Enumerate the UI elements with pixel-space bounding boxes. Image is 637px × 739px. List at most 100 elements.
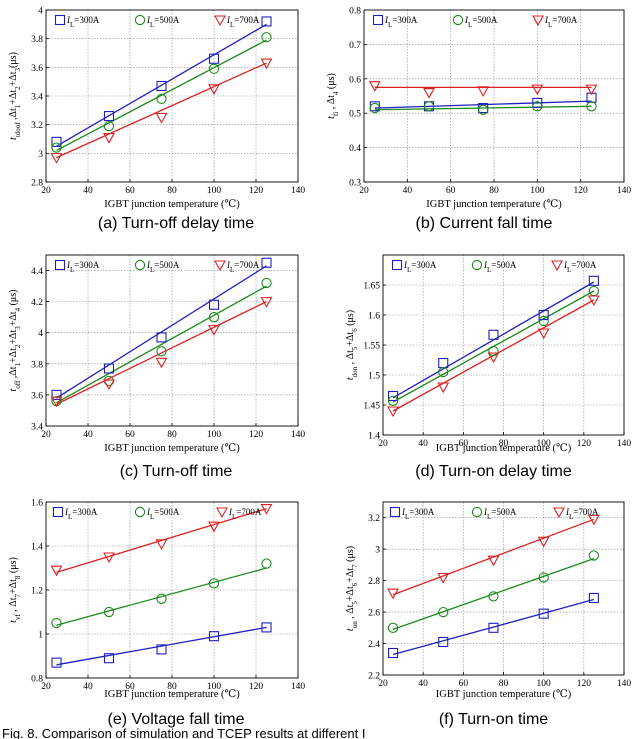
legend-label-2: IL=500A bbox=[464, 15, 498, 29]
data-point-s3-2 bbox=[423, 88, 435, 99]
y-tick-label: 0.3 bbox=[349, 179, 361, 189]
data-point-s3-5 bbox=[585, 84, 598, 96]
y-tick-label: 3.4 bbox=[31, 423, 43, 433]
x-tick-label: 100 bbox=[207, 186, 222, 196]
fit-line-1 bbox=[392, 598, 595, 656]
legend-label-3: IL=700A bbox=[565, 507, 599, 521]
data-point-s3-1 bbox=[50, 153, 63, 164]
x-tick-label: 60 bbox=[125, 430, 135, 440]
legend-label-3: IL=700A bbox=[228, 507, 262, 521]
data-point-s2-2 bbox=[438, 366, 449, 378]
data-point-s1-5 bbox=[588, 275, 599, 286]
data-point-s1-4 bbox=[538, 309, 549, 321]
x-tick-label: 20 bbox=[359, 186, 369, 196]
y-tick-label: 2.8 bbox=[31, 179, 43, 189]
data-point-s1-4 bbox=[532, 97, 543, 108]
legend-marker-1 bbox=[372, 14, 384, 26]
x-tick-label: 60 bbox=[125, 186, 135, 196]
y-axis-label: tfi , Δt4 (μs) bbox=[326, 73, 340, 119]
data-point-s3-3 bbox=[477, 86, 490, 97]
data-point-s1-1 bbox=[51, 389, 62, 400]
x-tick-label: 40 bbox=[418, 439, 428, 449]
y-tick-label: 1.45 bbox=[363, 402, 380, 412]
data-point-s3-3 bbox=[487, 555, 500, 567]
data-point-s1-1 bbox=[51, 657, 62, 668]
x-tick-label: 120 bbox=[574, 186, 589, 196]
data-point-s3-5 bbox=[260, 58, 273, 70]
plot-area bbox=[364, 10, 624, 182]
legend-marker-3 bbox=[551, 260, 563, 272]
x-axis-label: IGBT junction temperature (℃) bbox=[104, 689, 240, 700]
data-point-s1-1 bbox=[51, 136, 62, 147]
legend-marker-2 bbox=[134, 259, 146, 271]
x-tick-label: 140 bbox=[291, 186, 306, 196]
y-tick-label: 3.6 bbox=[31, 64, 43, 74]
data-point-s2-2 bbox=[423, 101, 435, 112]
x-tick-label: 80 bbox=[167, 430, 177, 440]
x-tick-label: 60 bbox=[446, 186, 456, 196]
legend-marker-2 bbox=[134, 506, 146, 518]
x-axis-label: IGBT junction temperature (℃) bbox=[436, 443, 572, 454]
legend-marker-1 bbox=[54, 259, 66, 271]
data-point-s3-1 bbox=[387, 406, 399, 418]
panel-caption: (d) Turn-on delay time bbox=[415, 463, 572, 480]
legend: IL=300A IL=500A IL=700A bbox=[52, 506, 262, 521]
data-point-s3-4 bbox=[208, 325, 220, 336]
x-tick-label: 40 bbox=[403, 186, 413, 196]
data-point-s3-2 bbox=[103, 552, 115, 564]
data-point-s2-5 bbox=[261, 32, 272, 43]
y-tick-label: 1.4 bbox=[368, 432, 380, 442]
data-point-s2-2 bbox=[103, 606, 115, 618]
x-axis-label: IGBT junction temperature (℃) bbox=[104, 443, 240, 454]
data-point-s3-4 bbox=[531, 84, 544, 96]
data-point-s2-3 bbox=[478, 104, 489, 115]
data-point-s1-5 bbox=[261, 257, 272, 268]
x-tick-label: 80 bbox=[499, 679, 509, 689]
y-tick-label: 0.6 bbox=[349, 75, 361, 85]
y-tick-label: 1.65 bbox=[363, 282, 380, 292]
x-tick-label: 20 bbox=[41, 186, 51, 196]
x-tick-label: 20 bbox=[41, 682, 51, 692]
data-point-s2-5 bbox=[588, 550, 600, 561]
panel-caption: (c) Turn-off time bbox=[120, 463, 233, 480]
y-tick-label: 0.7 bbox=[349, 41, 361, 51]
data-point-s2-3 bbox=[488, 345, 499, 357]
data-point-s1-3 bbox=[488, 622, 499, 633]
data-point-s2-4 bbox=[208, 63, 220, 74]
fit-line-2 bbox=[56, 39, 267, 152]
data-point-s1-4 bbox=[208, 631, 220, 642]
x-tick-label: 100 bbox=[537, 679, 552, 689]
chart-panel-1: 20 40 60 80 100 120 140 2.8 3 3.2 3.4 3.6 3.8 4 IGBT j… bbox=[8, 7, 305, 233]
data-point-s2-2 bbox=[438, 606, 449, 618]
x-tick-label: 40 bbox=[83, 682, 93, 692]
legend-marker-2 bbox=[471, 259, 483, 271]
legend-label-1: IL=300A bbox=[66, 15, 100, 29]
x-tick-label: 140 bbox=[291, 682, 306, 692]
x-tick-label: 60 bbox=[459, 439, 469, 449]
data-point-s3-5 bbox=[587, 295, 600, 307]
fit-line-3 bbox=[56, 301, 267, 405]
legend-label-1: IL=300A bbox=[66, 260, 100, 274]
data-point-s2-1 bbox=[51, 142, 62, 153]
y-tick-label: 3.2 bbox=[31, 121, 43, 131]
data-point-s3-1 bbox=[387, 588, 399, 600]
x-tick-label: 40 bbox=[418, 679, 428, 689]
x-tick-label: 80 bbox=[499, 439, 509, 449]
data-point-s3-2 bbox=[103, 133, 115, 144]
fit-line-3 bbox=[56, 507, 267, 574]
y-tick-label: 3 bbox=[38, 150, 43, 160]
y-tick-label: 3.4 bbox=[31, 93, 43, 103]
data-point-s2-1 bbox=[51, 617, 62, 629]
data-point-s2-3 bbox=[156, 93, 167, 105]
x-tick-label: 60 bbox=[459, 679, 469, 689]
y-tick-label: 1.4 bbox=[31, 543, 43, 553]
data-point-s3-4 bbox=[208, 84, 220, 95]
y-tick-label: 4.2 bbox=[31, 298, 43, 308]
y-tick-label: 4 bbox=[38, 329, 43, 339]
x-tick-label: 100 bbox=[530, 186, 545, 196]
legend-marker-1 bbox=[54, 14, 66, 26]
legend-label-2: IL=500A bbox=[146, 260, 180, 274]
x-tick-label: 20 bbox=[41, 430, 51, 440]
data-point-s3-2 bbox=[437, 382, 450, 394]
y-tick-label: 3.8 bbox=[31, 35, 43, 45]
